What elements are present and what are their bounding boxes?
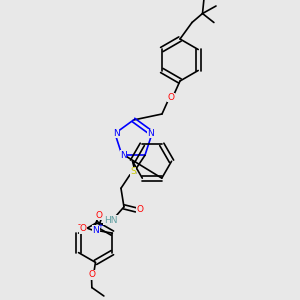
Text: O: O <box>167 93 175 102</box>
Text: S: S <box>130 167 136 176</box>
Text: N: N <box>92 226 99 235</box>
Text: O: O <box>80 224 86 233</box>
Text: O: O <box>96 211 103 220</box>
Text: +: + <box>98 223 103 229</box>
Text: O: O <box>136 206 143 214</box>
Text: HN: HN <box>104 216 117 225</box>
Text: O: O <box>89 271 96 280</box>
Text: N: N <box>113 129 120 138</box>
Text: -: - <box>77 220 80 229</box>
Text: N: N <box>120 151 127 160</box>
Text: N: N <box>147 129 154 138</box>
